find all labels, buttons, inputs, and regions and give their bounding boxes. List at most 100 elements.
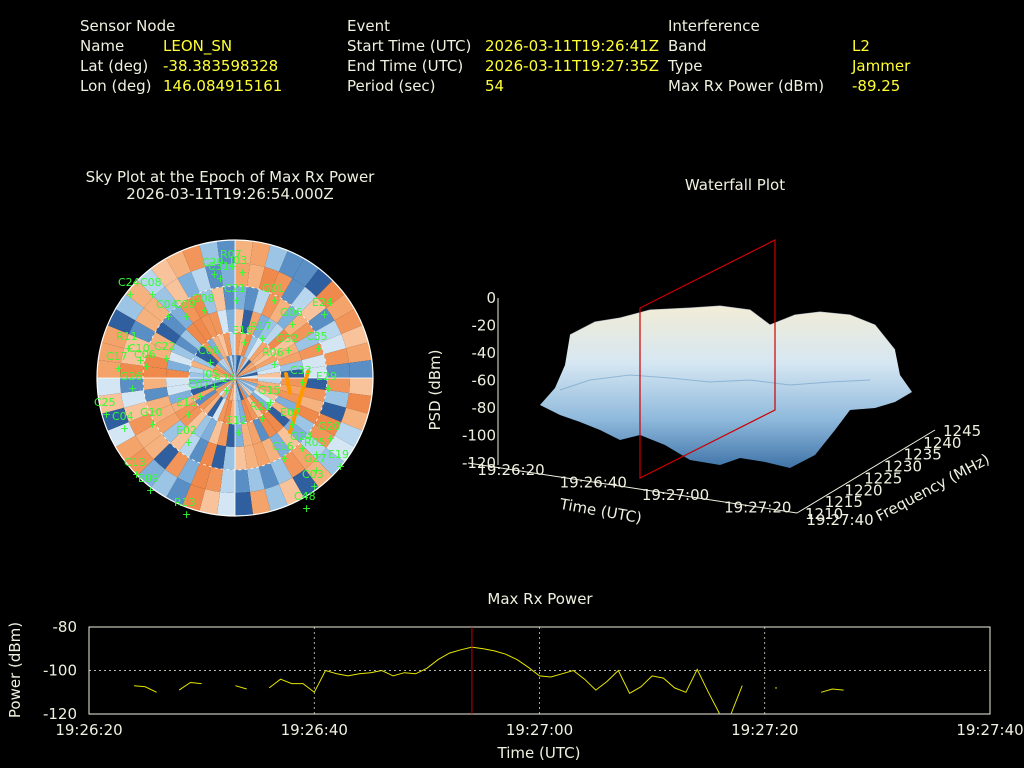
event-period-row: Period (sec) 54 — [347, 76, 659, 96]
sky-cell — [235, 469, 250, 493]
sky-cell — [257, 372, 281, 378]
satellite-label: C09 — [174, 298, 196, 311]
sky-cell — [341, 325, 369, 349]
sky-cell — [235, 359, 252, 378]
sky-cell — [192, 386, 216, 401]
satellite-label: E07 — [280, 406, 301, 419]
sensor-name-row: Name LEON_SN — [80, 36, 282, 56]
satellite-label: E24 — [312, 296, 333, 309]
power-line-segment — [268, 646, 721, 715]
sky-cell — [326, 363, 350, 378]
satellite-label: R21 — [250, 400, 272, 413]
interference-type-value: Jammer — [852, 57, 911, 75]
sky-cell — [211, 286, 226, 312]
sky-cell — [235, 375, 258, 378]
time-tick: 19:26:20 — [477, 461, 544, 479]
sky-cell — [251, 345, 272, 364]
satellite-point: + — [182, 508, 191, 521]
sky-cell — [314, 413, 342, 436]
sky-cell — [261, 293, 281, 319]
satellite-label: C04 — [156, 298, 178, 311]
satellite-point: + — [206, 356, 215, 369]
sky-cell — [258, 463, 279, 490]
sky-cell — [246, 420, 262, 445]
sky-cell — [218, 378, 235, 397]
sky-cell — [217, 333, 229, 357]
sky-cell — [256, 384, 280, 396]
sensor-name-value: LEON_SN — [163, 37, 233, 55]
sky-cell — [137, 268, 165, 297]
sky-cell — [346, 393, 372, 414]
time-axis-line — [467, 462, 798, 514]
sky-cell — [193, 414, 212, 438]
satellite-point: + — [148, 288, 157, 301]
sky-cell — [238, 332, 247, 356]
sky-cell — [277, 426, 301, 451]
sky-cell — [254, 355, 278, 370]
satellite-label: R13 — [174, 496, 196, 509]
sky-cell — [186, 323, 207, 346]
sky-cell — [235, 286, 247, 310]
psd-tick: -60 — [472, 372, 497, 390]
sky-cell — [301, 387, 327, 402]
sky-cell — [277, 305, 301, 330]
psd-tick: -20 — [472, 317, 497, 335]
sky-cell — [235, 378, 247, 400]
sky-cell — [250, 489, 271, 515]
sky-cell — [212, 378, 235, 387]
power-line-segment — [730, 685, 743, 715]
sky-cell — [215, 378, 235, 392]
sky-cell — [320, 334, 347, 355]
sky-cell — [216, 361, 235, 378]
satellite-point: + — [258, 332, 267, 345]
sky-cell — [189, 378, 213, 384]
sky-cell — [243, 335, 258, 359]
sky-cell — [241, 422, 253, 447]
sky-cell — [101, 325, 129, 349]
sky-cell — [235, 372, 258, 378]
interference-band-value: L2 — [852, 37, 870, 55]
sky-cell — [128, 413, 156, 436]
sky-cell — [212, 375, 235, 378]
satellite-point: + — [298, 442, 307, 455]
sky-cell — [191, 266, 212, 293]
satellite-point: + — [312, 464, 321, 477]
satellite-label: C06 — [198, 344, 220, 357]
sky-cell — [235, 364, 255, 378]
satellite-point: + — [148, 418, 157, 431]
satellite-label: C31 — [208, 260, 230, 273]
satellite-point: + — [184, 436, 193, 449]
sky-cell — [235, 355, 241, 378]
sensor-lat-value: -38.383598328 — [163, 57, 279, 75]
sky-cell — [277, 389, 302, 405]
sky-cell — [135, 424, 162, 448]
sky-cell — [235, 378, 238, 401]
sky-cell — [123, 334, 150, 355]
satellite-point: + — [324, 382, 333, 395]
satellite-point: + — [222, 384, 231, 397]
satellite-point: + — [240, 336, 249, 349]
satellite-label: C06 — [134, 348, 156, 361]
sky-cell — [252, 441, 271, 467]
satellite-point: + — [288, 318, 297, 331]
sky-cell — [180, 329, 203, 350]
sky-cell — [223, 378, 235, 400]
time-tick: 19:27:00 — [642, 486, 709, 504]
satellite-label: R07 — [220, 248, 242, 261]
sky-cell — [235, 423, 244, 447]
sky-cell — [249, 394, 268, 415]
sky-cell — [253, 350, 275, 367]
sky-cell — [235, 355, 238, 378]
satellite-label: C03 — [302, 468, 324, 481]
sky-cell — [223, 356, 235, 378]
sky-heat-wedges — [97, 240, 373, 516]
sky-cell — [135, 308, 162, 332]
sky-cell — [150, 332, 176, 352]
satellite-label: J03 — [229, 254, 247, 267]
sky-cell — [192, 355, 216, 370]
sky-cell — [137, 459, 165, 488]
sky-cell — [235, 492, 253, 516]
sky-cell — [155, 322, 181, 344]
satellite-label: C22 — [154, 340, 176, 353]
sky-cell — [150, 404, 176, 424]
